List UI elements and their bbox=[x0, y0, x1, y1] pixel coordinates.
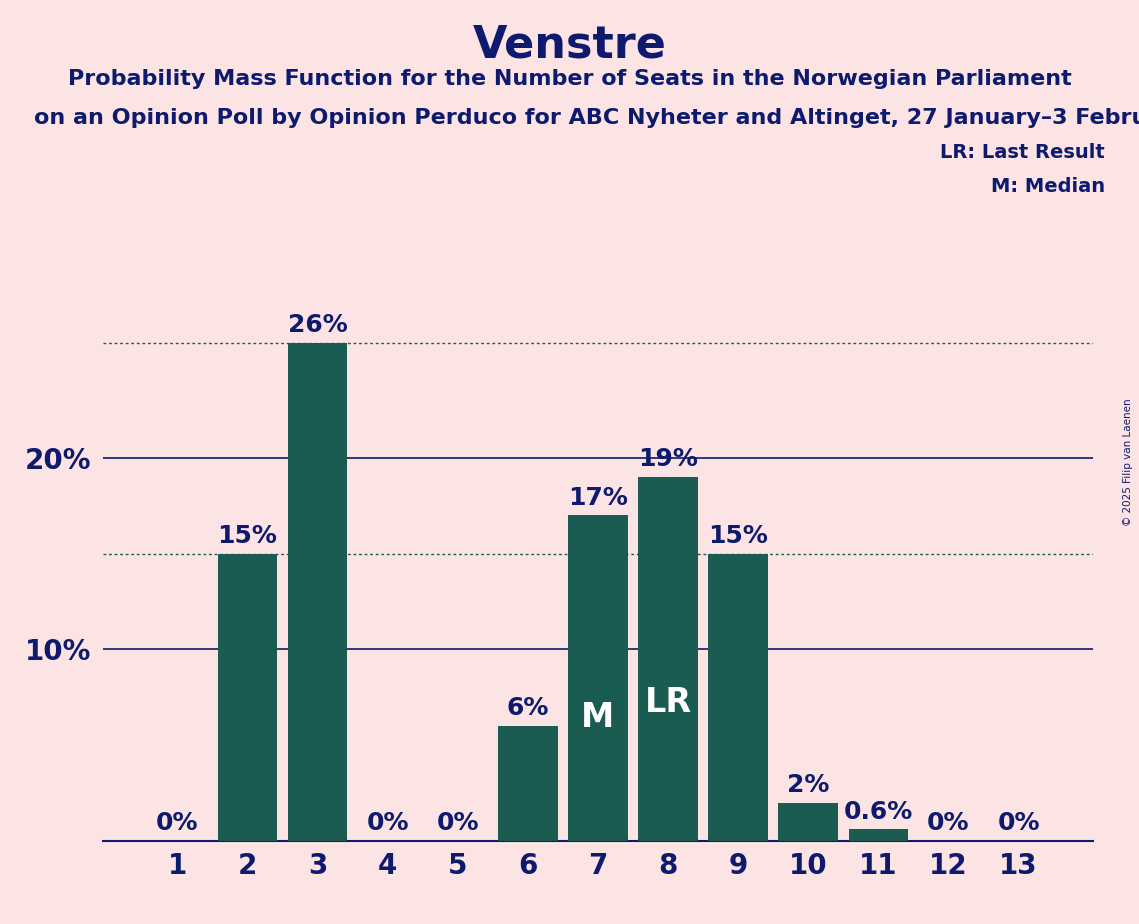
Text: 15%: 15% bbox=[218, 524, 278, 548]
Text: 6%: 6% bbox=[507, 697, 549, 721]
Text: M: M bbox=[581, 700, 615, 734]
Text: Venstre: Venstre bbox=[473, 23, 666, 67]
Bar bbox=[778, 803, 838, 841]
Bar bbox=[568, 516, 628, 841]
Text: 15%: 15% bbox=[708, 524, 768, 548]
Bar bbox=[218, 553, 277, 841]
Bar bbox=[708, 553, 768, 841]
Bar bbox=[288, 343, 347, 841]
Bar bbox=[498, 726, 558, 841]
Text: 19%: 19% bbox=[638, 447, 698, 471]
Text: 0%: 0% bbox=[927, 811, 969, 835]
Text: 17%: 17% bbox=[568, 486, 628, 510]
Text: LR: Last Result: LR: Last Result bbox=[940, 143, 1105, 163]
Text: © 2025 Filip van Laenen: © 2025 Filip van Laenen bbox=[1123, 398, 1133, 526]
Text: LR: LR bbox=[645, 687, 691, 719]
Text: 0%: 0% bbox=[436, 811, 480, 835]
Text: Probability Mass Function for the Number of Seats in the Norwegian Parliament: Probability Mass Function for the Number… bbox=[67, 69, 1072, 90]
Text: 0%: 0% bbox=[156, 811, 198, 835]
Text: 0%: 0% bbox=[998, 811, 1040, 835]
Bar bbox=[638, 477, 698, 841]
Text: 2%: 2% bbox=[787, 772, 829, 796]
Text: 0%: 0% bbox=[367, 811, 409, 835]
Text: on an Opinion Poll by Opinion Perduco for ABC Nyheter and Altinget, 27 January–3: on an Opinion Poll by Opinion Perduco fo… bbox=[34, 108, 1139, 128]
Text: M: Median: M: Median bbox=[991, 177, 1105, 197]
Text: 0.6%: 0.6% bbox=[844, 799, 913, 823]
Text: 26%: 26% bbox=[288, 313, 347, 337]
Bar bbox=[849, 830, 908, 841]
